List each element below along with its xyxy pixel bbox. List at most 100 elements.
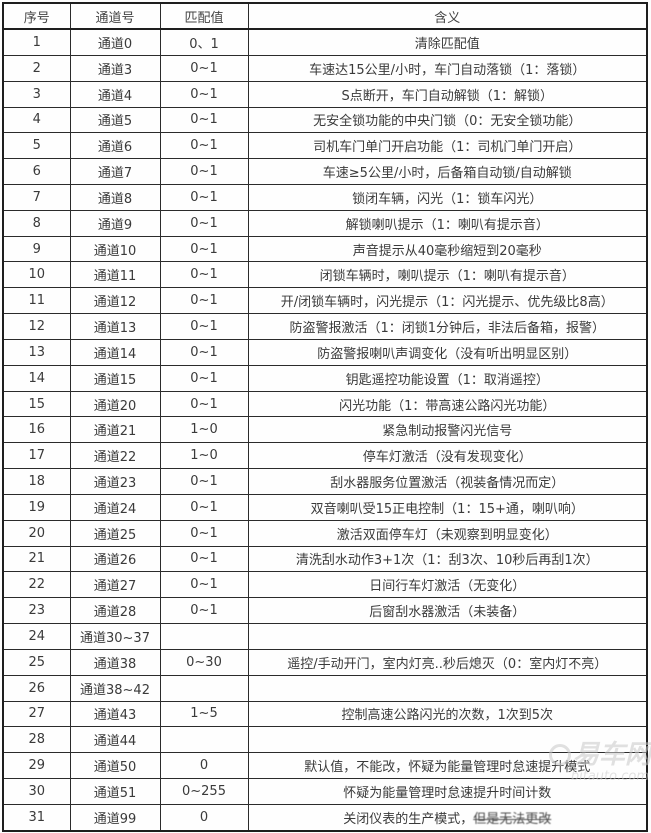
meaning-cell bbox=[247, 726, 648, 754]
row-number-cell: 1 bbox=[2, 28, 71, 56]
meaning-cell: 锁闭车辆，闪光（1：锁车闪光） bbox=[247, 183, 648, 211]
row-number-cell: 2 bbox=[2, 54, 71, 82]
channel-cell: 通道28 bbox=[69, 597, 161, 625]
row-number-cell: 17 bbox=[2, 442, 71, 470]
table-row: 30 通道51 0~255 怀疑为能量管理时怠速提升时间计数 bbox=[2, 778, 648, 805]
row-number-cell: 22 bbox=[2, 571, 71, 599]
channel-cell: 通道11 bbox=[69, 261, 161, 289]
table-row: 29 通道50 0 默认值，不能改，怀疑为能量管理时怠速提升模式 bbox=[2, 752, 648, 780]
row-number-cell: 25 bbox=[2, 648, 71, 676]
table-row: 31 通道99 0 关闭仪表的生产模式，但是无法更改 bbox=[2, 803, 648, 832]
channel-cell: 通道14 bbox=[69, 338, 161, 366]
table-row: 24 通道30~37 bbox=[2, 623, 648, 650]
table-row: 22 通道27 0~1 日间行车灯激活（无变化） bbox=[2, 571, 648, 599]
row-number-cell: 4 bbox=[2, 106, 71, 134]
match-value-cell: 0~1 bbox=[159, 364, 249, 392]
row-number-cell: 7 bbox=[2, 183, 71, 211]
channel-cell: 通道12 bbox=[69, 287, 161, 315]
channel-cell: 通道21 bbox=[69, 416, 161, 444]
table-row: 26 通道38~42 bbox=[2, 674, 648, 702]
header-row-number: 序号 bbox=[2, 2, 71, 30]
table-row: 28 通道44 bbox=[2, 726, 648, 754]
row-number-cell: 28 bbox=[2, 726, 71, 754]
match-value-cell: 0~1 bbox=[159, 106, 249, 134]
meaning-cell: 防盗警报喇叭声调变化（没有听出明显区别） bbox=[247, 338, 648, 366]
table-row: 5 通道6 0~1 司机车门单门开启功能（1：司机门单门开启） bbox=[2, 132, 648, 160]
channel-cell: 通道4 bbox=[69, 80, 161, 108]
struck-text: 但是无法更改 bbox=[473, 811, 552, 827]
channel-cell: 通道30~37 bbox=[69, 623, 161, 650]
table-row: 4 通道5 0~1 无安全锁功能的中央门锁（0：无安全锁功能） bbox=[2, 106, 648, 134]
channel-cell: 通道3 bbox=[69, 54, 161, 82]
table-row: 25 通道38 0~30 遥控/手动开门，室内灯亮..秒后熄灭（0：室内灯不亮） bbox=[2, 648, 648, 676]
table-row: 18 通道23 0~1 刮水器服务位置激活（视装备情况而定） bbox=[2, 468, 648, 495]
header-channel: 通道号 bbox=[69, 2, 161, 30]
meaning-cell: 默认值，不能改，怀疑为能量管理时怠速提升模式 bbox=[247, 752, 648, 780]
channel-cell: 通道22 bbox=[69, 442, 161, 470]
match-value-cell: 0、1 bbox=[159, 28, 249, 56]
match-value-cell: 1~5 bbox=[159, 700, 249, 728]
match-value-cell: 0~1 bbox=[159, 493, 249, 521]
match-value-cell: 0~1 bbox=[159, 80, 249, 108]
meaning-cell: 闭锁车辆时，喇叭提示（1：喇叭有提示音） bbox=[247, 261, 648, 289]
header-row: 序号 通道号 匹配值 含义 bbox=[2, 2, 648, 30]
meaning-cell: 刮水器服务位置激活（视装备情况而定） bbox=[247, 468, 648, 495]
table-row: 12 通道13 0~1 防盗警报激活（1：闭锁1分钟后，非法后备箱，报警） bbox=[2, 313, 648, 340]
row-number-cell: 15 bbox=[2, 390, 71, 418]
channel-cell: 通道5 bbox=[69, 106, 161, 134]
channel-cell: 通道0 bbox=[69, 28, 161, 56]
meaning-cell: 清洗刮水动作3+1次（1：刮3次、10秒后再刮1次） bbox=[247, 545, 648, 573]
match-value-cell: 0~1 bbox=[159, 468, 249, 495]
meaning-cell: 后窗刮水器激活（未装备） bbox=[247, 597, 648, 625]
meaning-cell: 车速≥5公里/小时，后备箱自动锁/自动解锁 bbox=[247, 158, 648, 185]
channel-cell: 通道38 bbox=[69, 648, 161, 676]
channel-cell: 通道10 bbox=[69, 235, 161, 263]
row-number-cell: 19 bbox=[2, 493, 71, 521]
channel-cell: 通道50 bbox=[69, 752, 161, 780]
channel-cell: 通道15 bbox=[69, 364, 161, 392]
match-value-cell: 0~30 bbox=[159, 648, 249, 676]
row-number-cell: 31 bbox=[2, 803, 71, 832]
match-value-cell: 0~1 bbox=[159, 132, 249, 160]
match-value-cell: 0~1 bbox=[159, 545, 249, 573]
row-number-cell: 13 bbox=[2, 338, 71, 366]
header-match-value: 匹配值 bbox=[159, 2, 249, 30]
meaning-cell: 遥控/手动开门，室内灯亮..秒后熄灭（0：室内灯不亮） bbox=[247, 648, 648, 676]
table-row: 19 通道24 0~1 双音喇叭受15正电控制（1：15+通，喇叭响） bbox=[2, 493, 648, 521]
match-value-cell: 0~1 bbox=[159, 313, 249, 340]
channel-cell: 通道6 bbox=[69, 132, 161, 160]
table-row: 11 通道12 0~1 开/闭锁车辆时，闪光提示（1：闪光提示、优先级比8高） bbox=[2, 287, 648, 315]
match-value-cell: 0~1 bbox=[159, 287, 249, 315]
match-value-cell bbox=[159, 623, 249, 650]
channel-cell: 通道38~42 bbox=[69, 674, 161, 702]
row-number-cell: 5 bbox=[2, 132, 71, 160]
meaning-cell: S点断开，车门自动解锁（1：解锁） bbox=[247, 80, 648, 108]
meaning-cell: 防盗警报激活（1：闭锁1分钟后，非法后备箱，报警） bbox=[247, 313, 648, 340]
meaning-cell bbox=[247, 674, 648, 702]
row-number-cell: 6 bbox=[2, 158, 71, 185]
header-meaning: 含义 bbox=[247, 2, 648, 30]
meaning-cell: 日间行车灯激活（无变化） bbox=[247, 571, 648, 599]
table-row: 20 通道25 0~1 激活双面停车灯（未观察到明显变化） bbox=[2, 519, 648, 547]
table-row: 13 通道14 0~1 防盗警报喇叭声调变化（没有听出明显区别） bbox=[2, 338, 648, 366]
meaning-cell: 声音提示从40毫秒缩短到20毫秒 bbox=[247, 235, 648, 263]
table-row: 23 通道28 0~1 后窗刮水器激活（未装备） bbox=[2, 597, 648, 625]
channel-cell: 通道25 bbox=[69, 519, 161, 547]
match-value-cell: 1~0 bbox=[159, 416, 249, 444]
table-row: 27 通道43 1~5 控制高速公路闪光的次数，1次到5次 bbox=[2, 700, 648, 728]
match-value-cell bbox=[159, 726, 249, 754]
row-number-cell: 24 bbox=[2, 623, 71, 650]
table-row: 3 通道4 0~1 S点断开，车门自动解锁（1：解锁） bbox=[2, 80, 648, 108]
channel-cell: 通道9 bbox=[69, 209, 161, 237]
meaning-cell: 车速达15公里/小时，车门自动落锁（1：落锁） bbox=[247, 54, 648, 82]
match-value-cell: 0~255 bbox=[159, 778, 249, 805]
match-value-cell: 1~0 bbox=[159, 442, 249, 470]
meaning-cell: 清除匹配值 bbox=[247, 28, 648, 56]
table-row: 1 通道0 0、1 清除匹配值 bbox=[2, 28, 648, 56]
row-number-cell: 8 bbox=[2, 209, 71, 237]
table-row: 17 通道22 1~0 停车灯激活（没有发现变化） bbox=[2, 442, 648, 470]
row-number-cell: 16 bbox=[2, 416, 71, 444]
match-value-cell: 0~1 bbox=[159, 597, 249, 625]
row-number-cell: 14 bbox=[2, 364, 71, 392]
